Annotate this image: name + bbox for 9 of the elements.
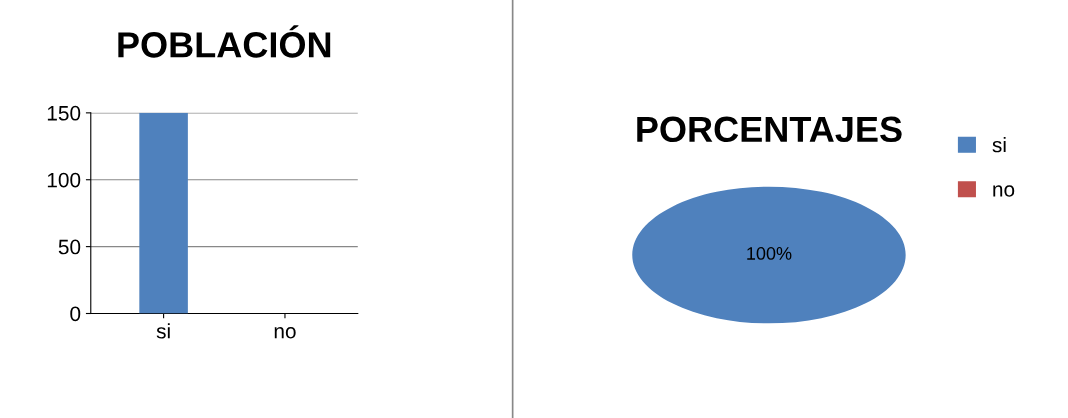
- data-label: 100%: [747, 247, 792, 260]
- legend-label: si: [992, 137, 1006, 153]
- y-tick-label: 100: [47, 172, 81, 188]
- chart-title: PORCENTAJES: [637, 116, 902, 143]
- y-tick-label: 0: [70, 306, 81, 322]
- y-tick-label: 150: [47, 105, 81, 121]
- chart-title: POBLACIÓN: [118, 25, 331, 58]
- y-tick-label: 50: [58, 239, 81, 255]
- legend-label: no: [993, 185, 1015, 197]
